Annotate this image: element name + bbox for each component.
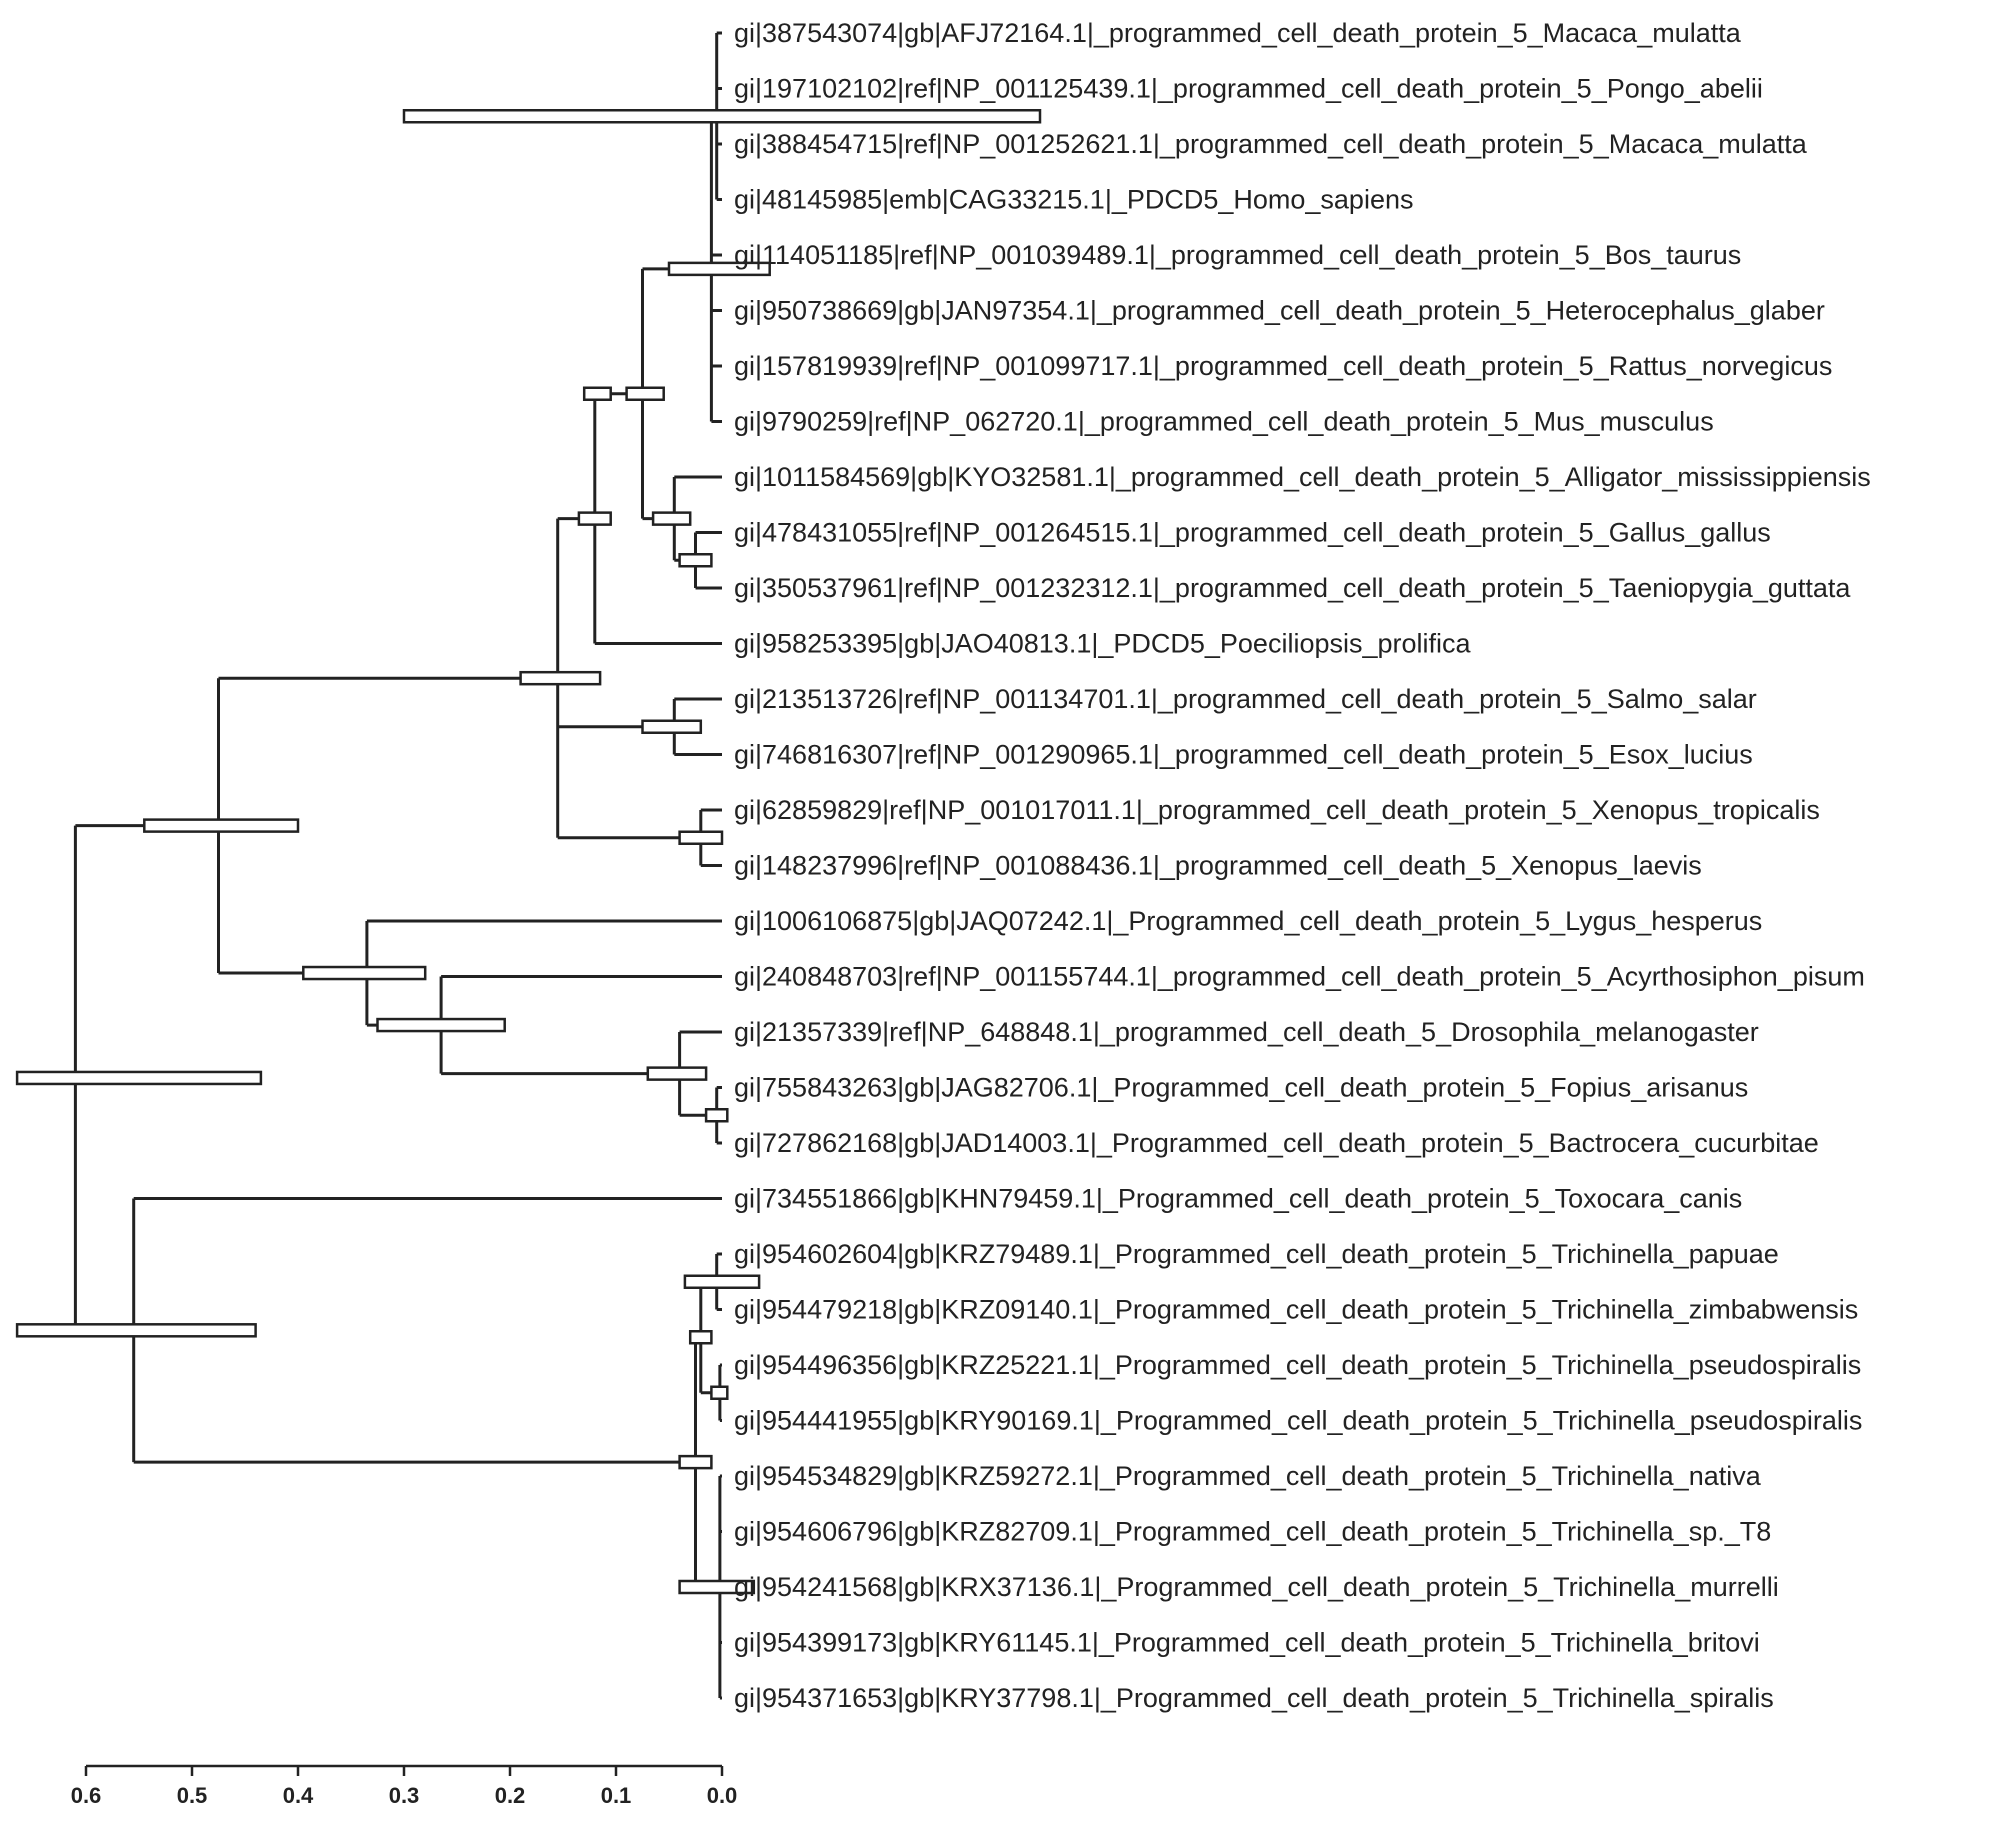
axis-tick-label: 0.1 xyxy=(601,1783,632,1808)
node-age-interval-bar xyxy=(519,670,602,686)
tip-label: gi|478431055|ref|NP_001264515.1|_program… xyxy=(734,518,1771,548)
tip-label: gi|954479218|gb|KRZ09140.1|_Programmed_c… xyxy=(734,1295,1858,1325)
tip-label: gi|954534829|gb|KRZ59272.1|_Programmed_c… xyxy=(734,1461,1762,1491)
tip-label: gi|954441955|gb|KRY90169.1|_Programmed_c… xyxy=(734,1406,1862,1436)
tip-label: gi|746816307|ref|NP_001290965.1|_program… xyxy=(734,740,1753,770)
tip-label: gi|350537961|ref|NP_001232312.1|_program… xyxy=(734,573,1851,603)
tip-label: gi|114051185|ref|NP_001039489.1|_program… xyxy=(734,240,1741,270)
axis-tick-label: 0.5 xyxy=(177,1783,208,1808)
node-age-interval-bar xyxy=(678,1454,713,1470)
time-axis: 0.6 0.5 0.4 0.3 0.2 0.1 0.0 xyxy=(71,1764,738,1808)
node-age-interval-bar xyxy=(688,1330,713,1345)
node-age-interval-bar xyxy=(646,1066,708,1081)
node-age-interval-bar xyxy=(710,1385,729,1400)
tip-label: gi|954496356|gb|KRZ25221.1|_Programmed_c… xyxy=(734,1350,1861,1380)
node-age-interval-bar xyxy=(651,511,692,526)
node-age-interval-bar xyxy=(667,261,771,277)
tip-label: gi|21357339|ref|NP_648848.1|_programmed_… xyxy=(734,1017,1759,1047)
node-age-interval-bar xyxy=(678,830,724,845)
node-age-interval-bar xyxy=(402,109,1042,124)
tip-label: gi|148237996|ref|NP_001088436.1|_program… xyxy=(734,851,1702,881)
node-age-interval-bar xyxy=(678,553,713,568)
tip-label: gi|388454715|ref|NP_001252621.1|_program… xyxy=(734,129,1808,159)
tip-label: gi|48145985|emb|CAG33215.1|_PDCD5_Homo_s… xyxy=(734,185,1413,215)
tip-label: gi|950738669|gb|JAN97354.1|_programmed_c… xyxy=(734,296,1825,326)
tip-label: gi|734551866|gb|KHN79459.1|_Programmed_c… xyxy=(734,1184,1742,1214)
node-age-interval-bar xyxy=(683,1274,761,1289)
tip-label: gi|9790259|ref|NP_062720.1|_programmed_c… xyxy=(734,407,1714,437)
tip-label: gi|954602604|gb|KRZ79489.1|_Programmed_c… xyxy=(734,1239,1779,1269)
node-age-interval-bar xyxy=(641,719,703,734)
axis-ticks: 0.6 0.5 0.4 0.3 0.2 0.1 0.0 xyxy=(71,1766,738,1808)
node-age-interval-bar xyxy=(582,386,612,401)
tip-label: gi|157819939|ref|NP_001099717.1|_program… xyxy=(734,351,1832,381)
axis-tick-label: 0.0 xyxy=(707,1783,738,1808)
node-age-interval-bar xyxy=(577,511,612,526)
axis-tick-label: 0.6 xyxy=(71,1783,102,1808)
tip-label: gi|954606796|gb|KRZ82709.1|_Programmed_c… xyxy=(734,1517,1771,1547)
node-interval-bars xyxy=(15,109,1042,1595)
node-age-interval-bar xyxy=(302,965,427,981)
node-age-interval-bar xyxy=(678,1579,756,1595)
axis-tick-label: 0.2 xyxy=(495,1783,526,1808)
node-age-interval-bar xyxy=(625,386,665,401)
tree-branches xyxy=(73,31,722,1700)
tip-label: gi|958253395|gb|JAO40813.1|_PDCD5_Poecil… xyxy=(734,629,1472,659)
axis-tick-label: 0.4 xyxy=(283,1783,314,1808)
tip-label: gi|954371653|gb|KRY37798.1|_Programmed_c… xyxy=(734,1683,1774,1713)
tip-label: gi|954241568|gb|KRX37136.1|_Programmed_c… xyxy=(734,1572,1779,1602)
node-age-interval-bar xyxy=(15,1323,257,1338)
node-age-interval-bar xyxy=(376,1017,506,1033)
tip-label: gi|1011584569|gb|KYO32581.1|_programmed_… xyxy=(734,462,1871,492)
tip-label: gi|387543074|gb|AFJ72164.1|_programmed_c… xyxy=(734,18,1742,48)
tip-label: gi|213513726|ref|NP_001134701.1|_program… xyxy=(734,684,1757,714)
tip-label: gi|240848703|ref|NP_001155744.1|_program… xyxy=(734,962,1865,992)
tip-label: gi|954399173|gb|KRY61145.1|_Programmed_c… xyxy=(734,1628,1760,1658)
node-age-interval-bar xyxy=(15,1070,263,1086)
tip-label: gi|197102102|ref|NP_001125439.1|_program… xyxy=(734,74,1763,104)
axis-tick-label: 0.3 xyxy=(389,1783,420,1808)
tip-label: gi|62859829|ref|NP_001017011.1|_programm… xyxy=(734,795,1820,825)
tip-labels: gi|387543074|gb|AFJ72164.1|_programmed_c… xyxy=(734,18,1871,1713)
node-age-interval-bar xyxy=(143,818,300,833)
node-age-interval-bar xyxy=(704,1108,729,1123)
tip-label: gi|727862168|gb|JAD14003.1|_Programmed_c… xyxy=(734,1128,1819,1158)
tip-label: gi|1006106875|gb|JAQ07242.1|_Programmed_… xyxy=(734,906,1762,936)
tip-label: gi|755843263|gb|JAG82706.1|_Programmed_c… xyxy=(734,1073,1748,1103)
